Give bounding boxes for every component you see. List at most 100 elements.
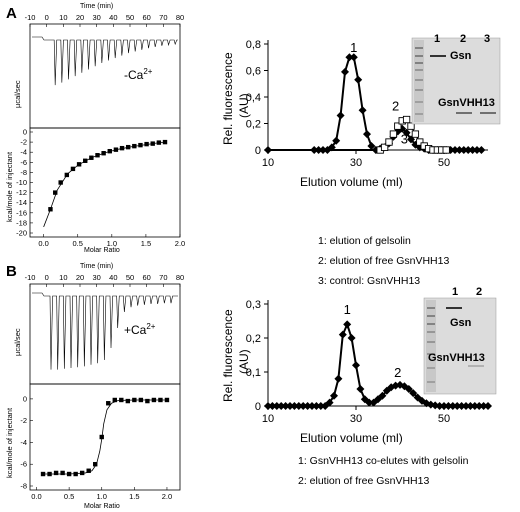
elution-a-series-0-point <box>367 142 376 151</box>
elution-a-xlabel: Elution volume (ml) <box>300 175 403 189</box>
elution-a-ylabel-line1: Rel. fluorescence <box>221 52 235 145</box>
elution-b-xtick-label-0: 10 <box>262 413 274 425</box>
itc-a-top-tick-label-5: 40 <box>109 13 117 22</box>
itc-b-point <box>86 468 91 473</box>
itc-a-thermogram <box>32 36 178 86</box>
elution-b-ylabel-line2: (AU) <box>237 349 251 374</box>
itc-a-top-tick-label-6: 50 <box>126 13 134 22</box>
elution-a-series-0-point <box>354 75 363 84</box>
elution-b-peak-label-1: 2 <box>394 365 401 380</box>
elution-b-series-0-point <box>462 402 470 410</box>
itc-a-top-tick-label-3: 20 <box>76 13 84 22</box>
elution-b-peak-labels: 12 <box>344 302 402 380</box>
gel-a-lane-3: 3 <box>484 33 490 45</box>
elution-a-series-0-point <box>473 146 481 154</box>
elution-a-series-1-point <box>380 143 389 151</box>
itc-b-ytick-label-0: 0 <box>23 394 27 403</box>
itc-b-top-tick-label-6: 50 <box>126 273 134 282</box>
itc-b-point <box>138 397 144 403</box>
elution-a-series-0-point <box>363 130 371 139</box>
itc-a-ytick-label-1: -2 <box>20 138 27 147</box>
elution-a-xtick-label-1: 30 <box>350 157 362 169</box>
elution-a-series-0-point <box>341 67 349 76</box>
elution-b-ytick-label-3: 0,3 <box>246 299 261 311</box>
elution-b-series-0-point <box>356 385 365 393</box>
elution-b-series-0-point <box>457 402 466 410</box>
itc-a-xtick-label-1: 0.5 <box>73 239 83 248</box>
elution-b-series-0-point <box>272 402 281 410</box>
itc-b-point <box>53 470 59 476</box>
elution-b-series-0-point <box>330 391 338 400</box>
elution-a-series-0-point <box>402 128 411 137</box>
elution-b-series-0-point <box>365 398 374 407</box>
itc-a-top-tick-label-9: 80 <box>176 13 184 22</box>
itc-b-bottom-yticks: 0 -2 -4 -6 -8 <box>20 394 33 491</box>
elution-a-series <box>264 53 486 154</box>
elution-b-series-0-point <box>479 402 488 410</box>
itc-b-point <box>112 397 117 403</box>
itc-b-point <box>60 470 65 476</box>
elution-a-series-0-point <box>349 53 358 62</box>
elution-b-series-0-point <box>444 402 453 410</box>
itc-a-top-tick-label-8: 70 <box>159 13 167 22</box>
itc-b-ytick-label-3: -6 <box>20 460 27 469</box>
elution-a-series-0-point <box>451 146 459 154</box>
itc-a-point <box>48 207 53 212</box>
elution-a-xtick-label-2: 50 <box>438 157 450 169</box>
elution-b-series-0-point <box>334 374 343 383</box>
elution-a-ytick-label-3: 0,6 <box>246 66 261 78</box>
itc-b-xtick-label-3: 1.5 <box>129 492 139 501</box>
gel-a-image <box>411 37 501 125</box>
gel-a-band-gsn: Gsn <box>450 50 472 62</box>
elution-b-series-0-point <box>448 402 457 410</box>
itc-b-point <box>106 401 111 406</box>
itc-b-point <box>99 434 104 440</box>
gel-b-image <box>423 297 497 395</box>
elution-b-series-0-point <box>303 402 312 410</box>
elution-b-series-0-point <box>325 398 334 407</box>
elution-b-series-0-point <box>268 402 277 410</box>
elution-b-series-0-point <box>453 402 462 410</box>
itc-a-point <box>113 147 119 152</box>
itc-b-top-xticks: -10 0 10 20 30 40 50 60 70 80 <box>25 273 184 287</box>
elution-b-series-0-point <box>281 402 290 410</box>
elution-a-peak-label-0: 1 <box>350 40 357 55</box>
itc-b-point <box>132 397 137 403</box>
itc-a-xtick-label-0: 0.0 <box>38 239 48 248</box>
itc-a-bottom-xlabel: Molar Ratio <box>84 247 120 254</box>
elution-b-series <box>264 320 492 410</box>
itc-b-ytick-label-4: -8 <box>20 482 27 491</box>
itc-b-point <box>66 471 72 477</box>
elution-b-yticks: 0 0,1 0,2 0,3 <box>246 299 268 413</box>
itc-b-point <box>125 398 131 404</box>
elution-a-series-0-point <box>459 146 468 154</box>
elution-b-series-0-point <box>277 402 286 410</box>
gel-b-lane-1: 1 <box>452 286 458 298</box>
elution-a-series-0-point <box>468 146 477 154</box>
itc-b-top-tick-label-7: 60 <box>142 273 150 282</box>
elution-a-series-0-point <box>358 106 367 115</box>
itc-a-ytick-label-6: -12 <box>16 188 27 197</box>
itc-b-point <box>145 398 150 404</box>
elution-a-series-1-point <box>407 122 415 130</box>
note-b-2: 2: elution of free GsnVHH13 <box>298 475 429 487</box>
elution-b-series-0-point <box>312 402 321 410</box>
itc-b-bottom-xlabel: Molar Ratio <box>84 503 120 510</box>
itc-a-point <box>76 162 82 167</box>
itc-a-ytick-label-2: -4 <box>20 148 27 157</box>
itc-b-top-tick-label-9: 80 <box>176 273 184 282</box>
elution-b-ylabel-line1: Rel. fluorescence <box>221 309 235 402</box>
elution-a-series-0-point <box>455 146 464 154</box>
itc-b-point <box>79 470 85 476</box>
itc-b-point <box>47 471 52 477</box>
elution-b-series-0-point <box>294 402 303 410</box>
elution-a-series-0-point <box>464 146 473 154</box>
itc-a-ytick-label-7: -14 <box>16 198 27 207</box>
itc-b-top-tick-label-0: -10 <box>25 273 36 282</box>
itc-a-point <box>83 158 88 163</box>
elution-b-series-0-point <box>338 330 347 339</box>
itc-b-top-tick-label-3: 20 <box>76 273 84 282</box>
itc-b-bottom-xticks: 0.0 0.5 1.0 1.5 2.0 <box>31 487 172 501</box>
itc-b-thermogram <box>32 292 178 370</box>
itc-b-top-tick-label-5: 40 <box>109 273 117 282</box>
